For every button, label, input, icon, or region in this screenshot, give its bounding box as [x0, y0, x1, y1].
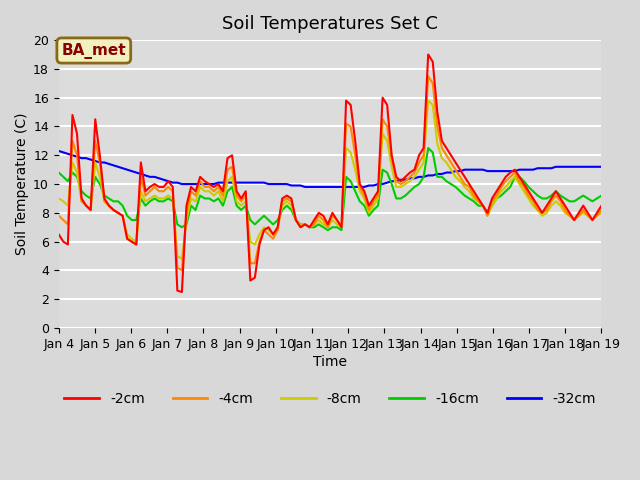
Y-axis label: Soil Temperature (C): Soil Temperature (C): [15, 113, 29, 255]
Title: Soil Temperatures Set C: Soil Temperatures Set C: [222, 15, 438, 33]
Text: BA_met: BA_met: [61, 43, 126, 59]
Legend: -2cm, -4cm, -8cm, -16cm, -32cm: -2cm, -4cm, -8cm, -16cm, -32cm: [59, 387, 602, 412]
X-axis label: Time: Time: [313, 355, 347, 369]
